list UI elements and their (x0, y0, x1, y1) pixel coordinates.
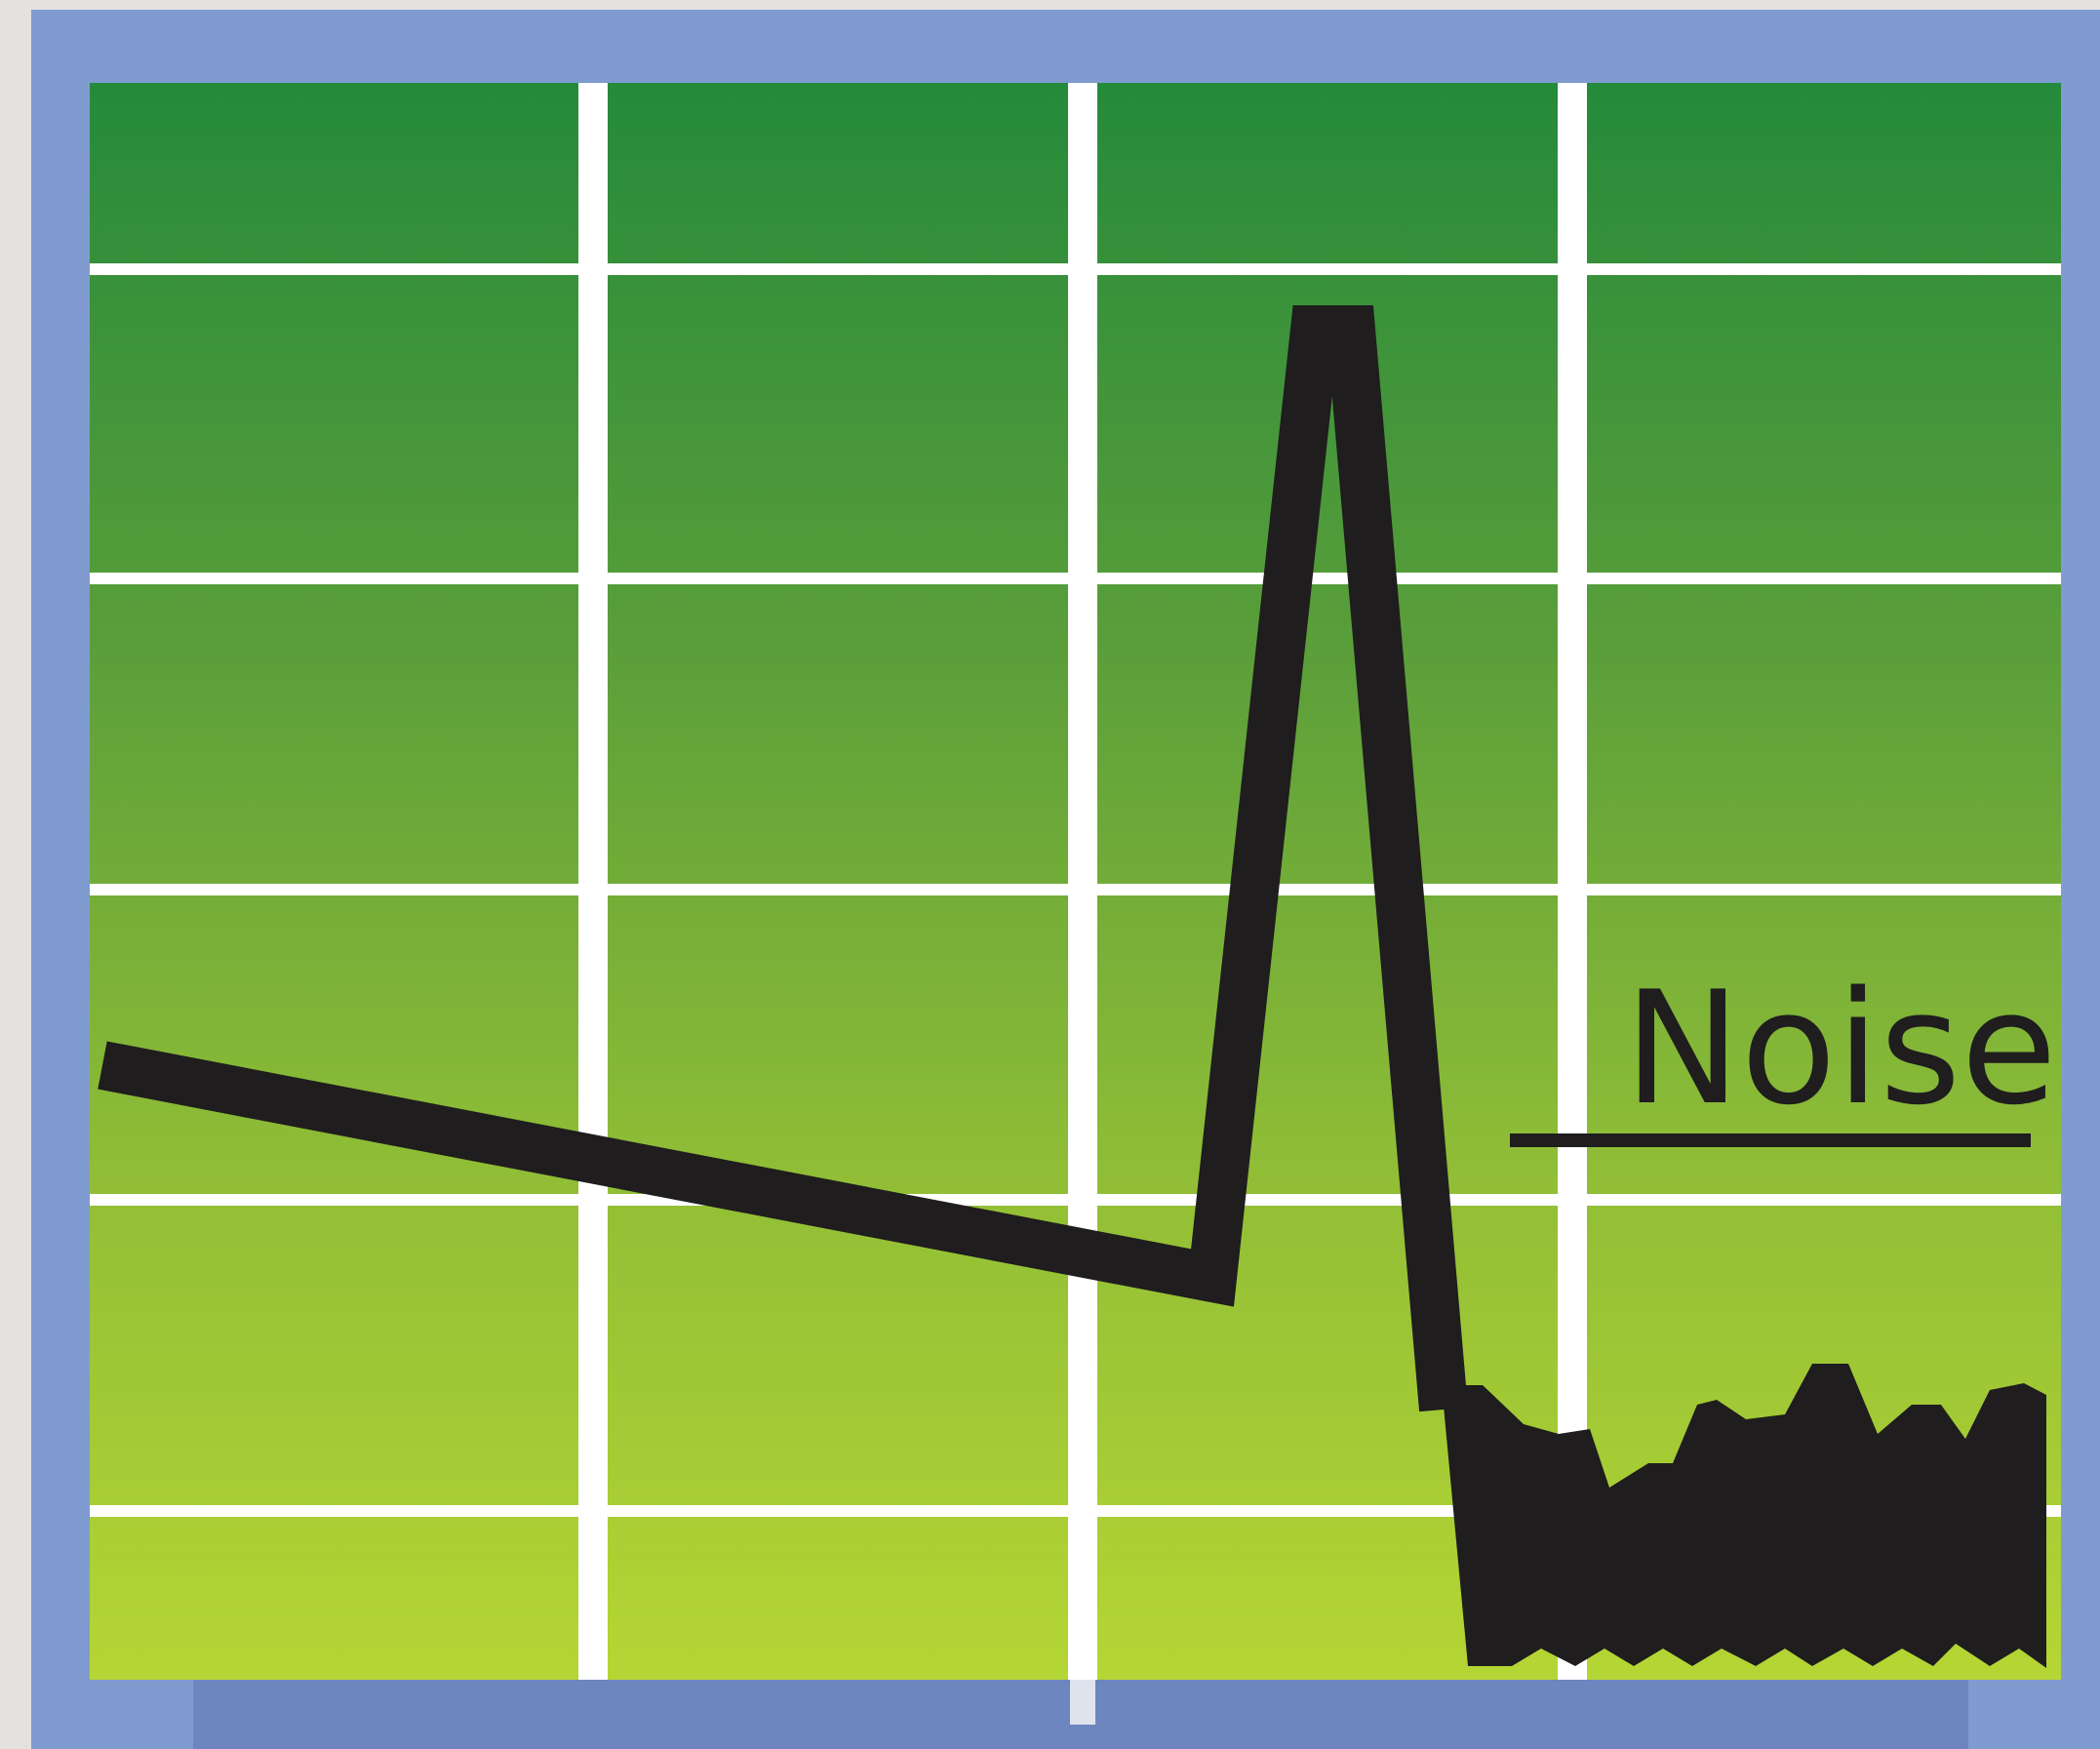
noise-label-underline (1510, 1133, 2031, 1147)
signal-trace (98, 305, 1468, 1412)
grid-lines (90, 83, 2061, 1725)
noise-signal (1442, 1364, 2046, 1668)
noise-label: Noise (1624, 957, 2057, 1139)
